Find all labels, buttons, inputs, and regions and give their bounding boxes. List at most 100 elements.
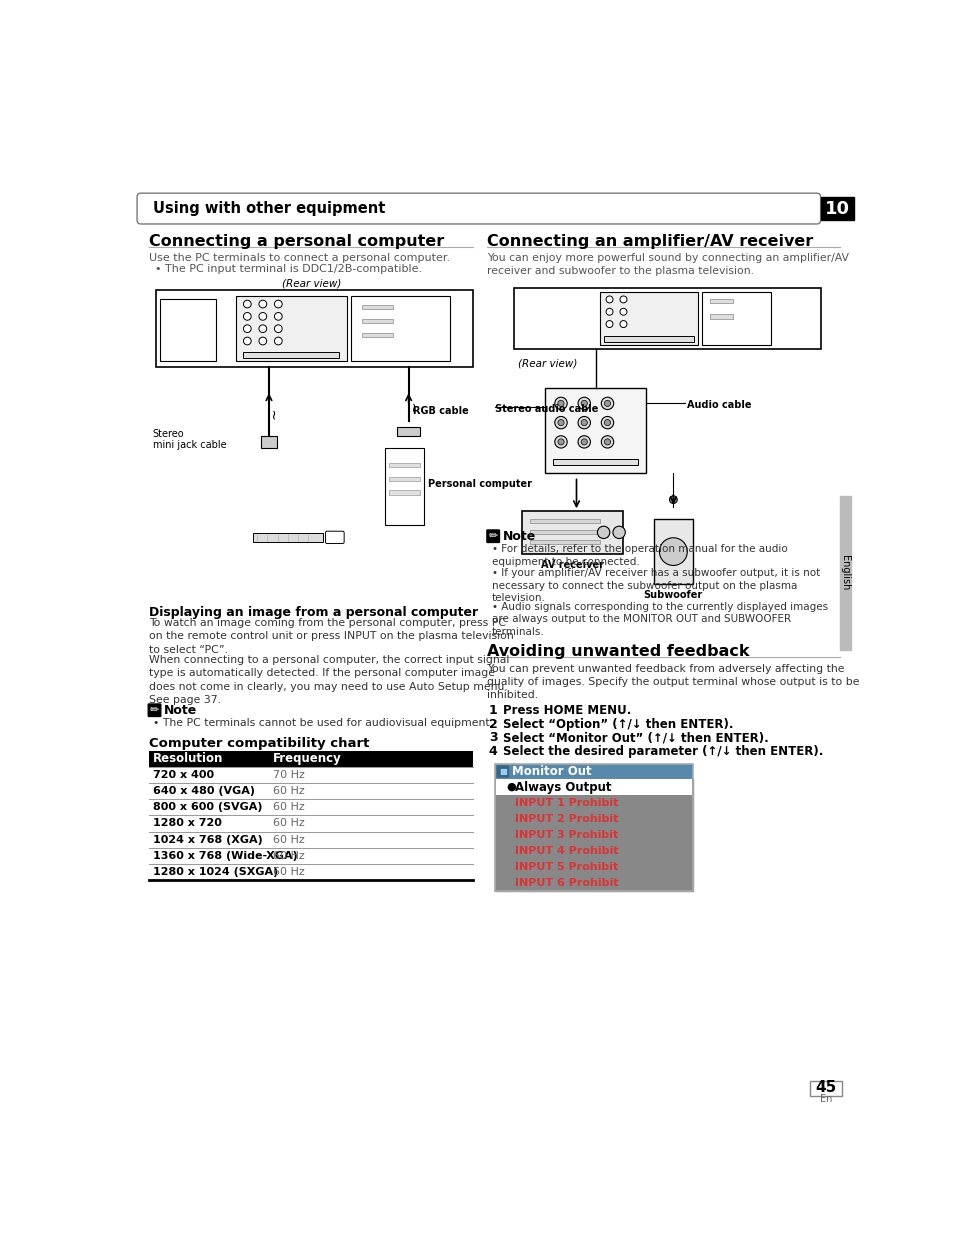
Circle shape bbox=[243, 312, 251, 320]
Bar bbox=[821, 197, 853, 220]
Text: Resolution: Resolution bbox=[153, 753, 224, 765]
Bar bbox=[709, 299, 732, 304]
Text: Connecting a personal computer: Connecting a personal computer bbox=[149, 234, 443, 249]
Circle shape bbox=[578, 417, 590, 429]
Bar bbox=[709, 313, 732, 318]
Bar bbox=[362, 318, 393, 323]
Circle shape bbox=[605, 321, 613, 327]
Text: Stereo audio cable: Stereo audio cable bbox=[495, 404, 598, 414]
Circle shape bbox=[555, 397, 567, 409]
Text: ✏: ✏ bbox=[150, 705, 159, 715]
FancyBboxPatch shape bbox=[497, 765, 509, 778]
Text: Select “Option” (↑/↓ then ENTER).: Select “Option” (↑/↓ then ENTER). bbox=[502, 718, 733, 730]
Text: Note: Note bbox=[164, 704, 197, 718]
Bar bbox=[496, 779, 691, 795]
Bar bbox=[149, 815, 473, 831]
FancyBboxPatch shape bbox=[486, 529, 499, 544]
Circle shape bbox=[243, 325, 251, 332]
Text: RGB cable: RGB cable bbox=[412, 406, 468, 415]
Bar bbox=[385, 448, 424, 525]
Bar bbox=[545, 388, 645, 473]
Bar bbox=[160, 300, 215, 361]
Bar bbox=[701, 292, 770, 345]
Text: AV receiver: AV receiver bbox=[540, 560, 603, 570]
Text: Connecting an amplifier/AV receiver: Connecting an amplifier/AV receiver bbox=[487, 234, 813, 249]
Circle shape bbox=[558, 401, 563, 407]
Circle shape bbox=[274, 337, 282, 345]
Circle shape bbox=[274, 300, 282, 309]
Text: INPUT 1 Prohibit: INPUT 1 Prohibit bbox=[515, 799, 618, 809]
Text: Always Output: Always Output bbox=[515, 781, 611, 794]
Text: Using with other equipment: Using with other equipment bbox=[153, 202, 385, 216]
Text: 1024 x 768 (XGA): 1024 x 768 (XGA) bbox=[153, 835, 263, 845]
Circle shape bbox=[258, 300, 267, 309]
Bar bbox=[235, 296, 346, 361]
Text: English: English bbox=[840, 555, 849, 591]
Circle shape bbox=[604, 439, 610, 445]
Text: INPUT 3 Prohibit: INPUT 3 Prohibit bbox=[515, 830, 618, 840]
Circle shape bbox=[555, 417, 567, 429]
Text: INPUT 6 Prohibit: INPUT 6 Prohibit bbox=[515, 878, 618, 888]
Text: Computer compatibility chart: Computer compatibility chart bbox=[149, 736, 369, 750]
Bar bbox=[530, 519, 599, 522]
Text: 1280 x 720: 1280 x 720 bbox=[153, 819, 222, 829]
Bar bbox=[350, 296, 450, 361]
Circle shape bbox=[258, 337, 267, 345]
Bar bbox=[389, 490, 420, 495]
Circle shape bbox=[669, 496, 677, 504]
Bar bbox=[599, 292, 698, 345]
Text: 1360 x 768 (Wide-XGA): 1360 x 768 (Wide-XGA) bbox=[153, 851, 297, 861]
Text: To watch an image coming from the personal computer, press PC
on the remote cont: To watch an image coming from the person… bbox=[149, 618, 513, 654]
Circle shape bbox=[659, 537, 686, 566]
Text: You can enjoy more powerful sound by connecting an amplifier/AV
receiver and sub: You can enjoy more powerful sound by con… bbox=[487, 254, 848, 276]
Circle shape bbox=[274, 325, 282, 332]
Text: 720 x 400: 720 x 400 bbox=[153, 770, 214, 780]
Text: En: En bbox=[819, 1093, 831, 1103]
Circle shape bbox=[558, 419, 563, 425]
Bar bbox=[553, 459, 638, 465]
Text: • The PC terminals cannot be used for audiovisual equipment.: • The PC terminals cannot be used for au… bbox=[153, 718, 493, 728]
Bar bbox=[654, 519, 692, 585]
Text: INPUT 2 Prohibit: INPUT 2 Prohibit bbox=[515, 814, 618, 824]
Bar bbox=[362, 305, 393, 310]
Circle shape bbox=[555, 435, 567, 448]
Text: ~: ~ bbox=[267, 408, 281, 419]
Text: 640 x 480 (VGA): 640 x 480 (VGA) bbox=[153, 786, 255, 796]
Text: You can prevent unwanted feedback from adversely affecting the
quality of images: You can prevent unwanted feedback from a… bbox=[487, 663, 859, 700]
FancyBboxPatch shape bbox=[148, 703, 161, 717]
Text: (Rear view): (Rear view) bbox=[282, 279, 341, 289]
Circle shape bbox=[619, 321, 626, 327]
Text: Displaying an image from a personal computer: Displaying an image from a personal comp… bbox=[149, 606, 477, 618]
Circle shape bbox=[600, 417, 613, 429]
Text: • The PC input terminal is DDC1/2B-compatible.: • The PC input terminal is DDC1/2B-compa… bbox=[154, 264, 421, 274]
Text: Note: Note bbox=[502, 530, 536, 544]
Bar bbox=[149, 750, 473, 766]
Text: Avoiding unwanted feedback: Avoiding unwanted feedback bbox=[487, 643, 749, 658]
Text: Select “Monitor Out” (↑/↓ then ENTER).: Select “Monitor Out” (↑/↓ then ENTER). bbox=[502, 731, 768, 744]
Circle shape bbox=[243, 300, 251, 309]
Circle shape bbox=[258, 312, 267, 320]
Bar bbox=[253, 532, 323, 542]
Bar bbox=[840, 496, 850, 649]
Text: 4: 4 bbox=[488, 745, 497, 759]
Circle shape bbox=[604, 419, 610, 425]
Circle shape bbox=[578, 435, 590, 448]
Bar bbox=[362, 332, 393, 337]
Bar bbox=[149, 799, 473, 815]
Text: Subwoofer: Subwoofer bbox=[643, 591, 702, 601]
Circle shape bbox=[580, 419, 587, 425]
Bar bbox=[495, 764, 692, 779]
Text: 60 Hz: 60 Hz bbox=[273, 867, 304, 877]
Bar bbox=[156, 290, 473, 367]
Circle shape bbox=[580, 401, 587, 407]
Text: 800 x 600 (SVGA): 800 x 600 (SVGA) bbox=[153, 802, 263, 812]
Text: Select the desired parameter (↑/↓ then ENTER).: Select the desired parameter (↑/↓ then E… bbox=[502, 745, 822, 759]
Circle shape bbox=[604, 401, 610, 407]
Text: 60 Hz: 60 Hz bbox=[273, 851, 304, 861]
Bar bbox=[521, 511, 622, 554]
Bar bbox=[809, 1081, 841, 1096]
Text: 3: 3 bbox=[488, 731, 497, 744]
Bar bbox=[149, 782, 473, 799]
Bar bbox=[149, 766, 473, 782]
Circle shape bbox=[600, 397, 613, 409]
